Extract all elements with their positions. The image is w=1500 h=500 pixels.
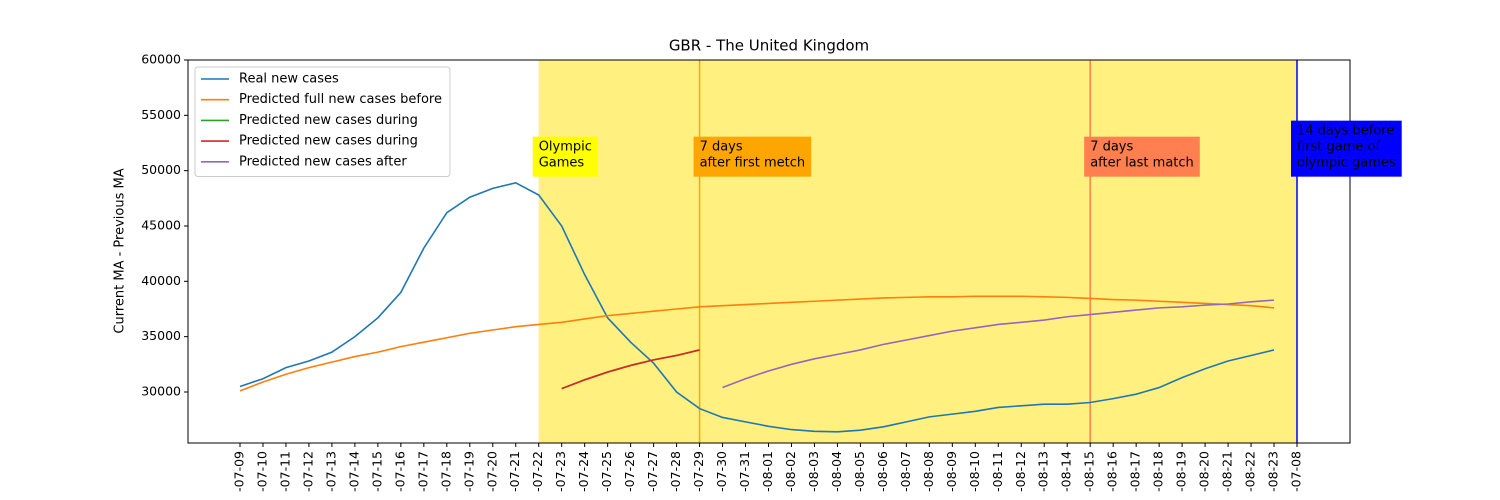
y-tick-label: 50000	[141, 162, 181, 177]
x-tick-label: -07-10	[254, 451, 269, 492]
x-tick-label: -07-22	[530, 451, 545, 492]
annotation-text: olympic games	[1297, 156, 1396, 171]
annotation-text: after first metch	[700, 156, 806, 171]
x-tick-label: -07-29	[691, 451, 706, 492]
x-tick-label: -08-14	[1059, 451, 1074, 492]
x-tick-label: -07-27	[645, 451, 660, 492]
y-axis-label: Current MA - Previous MA	[113, 168, 128, 333]
x-tick-label: -08-17	[1128, 451, 1143, 492]
annotation-box	[1291, 120, 1402, 177]
annotation-box	[1084, 136, 1200, 177]
annotation-text: Olympic	[539, 140, 592, 155]
x-tick-label: -08-03	[806, 451, 821, 492]
x-tick-label: -07-19	[461, 451, 476, 492]
x-tick-label: -08-21	[1220, 451, 1235, 492]
x-tick-label: -07-13	[323, 451, 338, 492]
x-tick-label: -07-23	[553, 451, 568, 492]
legend-label: Predicted full new cases before	[239, 92, 442, 107]
x-tick-label: -08-23	[1266, 451, 1281, 492]
legend-label: Real new cases	[239, 72, 339, 87]
y-tick-label: 45000	[141, 217, 181, 232]
x-tick-label: -08-04	[829, 451, 844, 492]
x-tick-label: -07-25	[599, 451, 614, 492]
highlight-span	[538, 60, 1297, 443]
x-tick-label: -07-14	[346, 451, 361, 492]
x-tick-label: -07-16	[392, 451, 407, 492]
chart-title: GBR - The United Kingdom	[669, 37, 869, 55]
x-tick-label: -08-02	[783, 451, 798, 492]
x-tick-label: -08-08	[921, 451, 936, 492]
x-tick-label: -08-10	[967, 451, 982, 492]
x-tick-label: -08-12	[1013, 451, 1028, 492]
x-tick-label: -07-17	[415, 451, 430, 492]
x-tick-label: -08-01	[760, 451, 775, 492]
annotation-box	[532, 136, 598, 177]
x-tick-label: -07-28	[668, 451, 683, 492]
y-tick-label: 30000	[141, 383, 181, 398]
annotation-text: Games	[539, 156, 585, 171]
x-tick-label: -07-24	[576, 451, 591, 492]
x-tick-label: -08-13	[1036, 451, 1051, 492]
legend-label: Predicted new cases during	[239, 134, 418, 149]
x-tick-label: -07-15	[369, 451, 384, 492]
legend-label: Predicted new cases after	[239, 154, 407, 169]
series-line	[239, 181, 1275, 433]
x-tick-label: -08-11	[990, 451, 1005, 492]
x-tick-label: -08-19	[1174, 451, 1189, 492]
x-tick-label: -07-09	[232, 451, 247, 492]
annotation-box	[693, 136, 812, 177]
legend: Real new cases Predicted full new cases b…	[194, 66, 451, 177]
x-tick-label: -07-30	[714, 451, 729, 492]
x-tick-label: -08-07	[898, 451, 913, 492]
x-tick-label: -07-11	[277, 451, 292, 492]
annotation-text: 14 days before	[1297, 124, 1394, 139]
x-tick-label: -07-31	[737, 451, 752, 492]
y-tick-label: 35000	[141, 328, 181, 343]
y-tick-label: 55000	[141, 107, 181, 122]
annotation-text: first game of	[1297, 140, 1381, 155]
x-tick-label: -08-22	[1243, 451, 1258, 492]
legend-box	[194, 66, 451, 177]
x-tick-label: -08-16	[1105, 451, 1120, 492]
x-tick-label: -07-08	[1289, 451, 1304, 492]
x-tick-label: -07-21	[507, 451, 522, 492]
x-tick-label: -08-06	[875, 451, 890, 492]
y-tick-label: 60000	[141, 52, 181, 67]
x-tick-label: -08-20	[1197, 451, 1212, 492]
x-tick-label: -07-12	[300, 451, 315, 492]
x-tick-label: -08-15	[1082, 451, 1097, 492]
annotation-text: after last match	[1090, 156, 1194, 171]
y-tick-label: 40000	[141, 273, 181, 288]
annotation-text: 7 days	[700, 140, 743, 155]
x-tick-label: -08-05	[852, 451, 867, 492]
annotation-text: 7 days	[1090, 140, 1133, 155]
series-line	[722, 299, 1275, 389]
x-tick-label: -08-18	[1151, 451, 1166, 492]
legend-label: Predicted new cases during	[239, 113, 418, 128]
x-tick-label: -08-09	[944, 451, 959, 492]
x-tick-label: -07-26	[622, 451, 637, 492]
series-line	[239, 295, 1275, 392]
series-line	[561, 349, 700, 390]
x-tick-label: -07-18	[438, 451, 453, 492]
x-tick-label: -07-20	[484, 451, 499, 492]
